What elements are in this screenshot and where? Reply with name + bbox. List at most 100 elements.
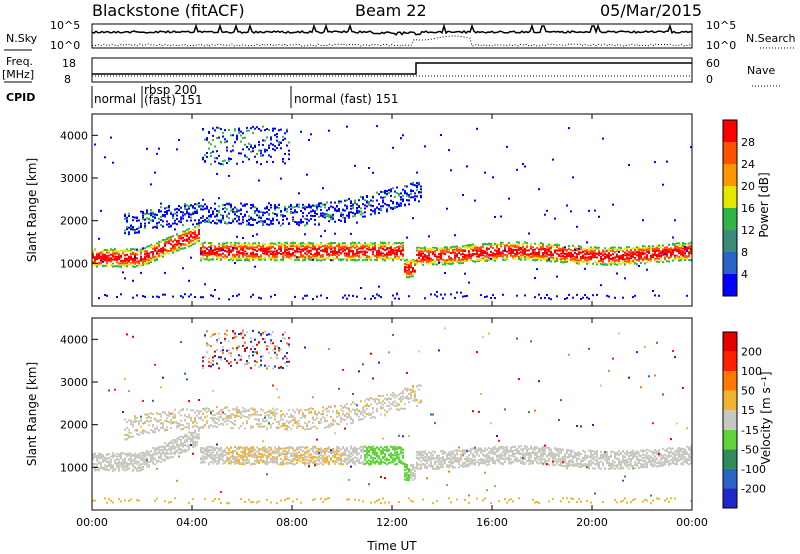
echo-cell: [216, 137, 218, 139]
echo-cell: [334, 232, 336, 235]
echo-cell: [268, 154, 270, 157]
echo-cell: [680, 249, 682, 252]
echo-cell: [172, 447, 174, 450]
echo-cell: [106, 294, 108, 297]
echo-cell: [428, 258, 430, 261]
echo-cell: [526, 257, 528, 260]
echo-cell: [572, 259, 574, 262]
echo-cell: [216, 213, 218, 216]
echo-cell: [220, 128, 222, 131]
echo-cell: [330, 251, 332, 253]
echo-cell: [188, 437, 190, 440]
echo-cell: [134, 429, 136, 432]
echo-cell: [326, 257, 328, 260]
echo-cell: [188, 431, 190, 434]
freq-left-tick-bottom: 8: [64, 73, 71, 86]
echo-cell: [324, 258, 326, 261]
echo-cell: [280, 147, 282, 150]
echo-cell: [224, 221, 226, 224]
echo-cell: [126, 463, 128, 466]
echo-cell: [296, 250, 298, 253]
echo-cell: [246, 129, 248, 132]
echo-cell: [288, 153, 290, 156]
echo-cell: [338, 249, 340, 252]
echo-cell: [104, 156, 106, 159]
echo-cell: [130, 228, 132, 231]
echo-cell: [586, 296, 588, 299]
echo-cell: [568, 251, 570, 254]
echo-cell: [270, 138, 272, 141]
echo-cell: [164, 243, 166, 246]
echo-cell: [370, 199, 372, 202]
echo-cell: [416, 246, 418, 249]
echo-cell: [336, 256, 338, 259]
echo-cell: [632, 247, 634, 250]
echo-cell: [670, 255, 672, 258]
echo-cell: [100, 453, 102, 456]
echo-cell: [250, 224, 252, 226]
echo-cell: [128, 212, 130, 215]
echo-cell: [282, 139, 284, 141]
echo-cell: [138, 467, 140, 469]
echo-cell: [558, 253, 560, 256]
echo-cell: [404, 259, 406, 262]
echo-cell: [280, 177, 282, 180]
echo-cell: [224, 141, 226, 144]
echo-cell: [290, 247, 292, 250]
echo-cell: [382, 257, 384, 260]
echo-cell: [130, 435, 132, 438]
echo-cell: [152, 215, 154, 218]
echo-cell: [364, 215, 366, 218]
echo-cell: [258, 248, 260, 251]
echo-cell: [604, 250, 606, 253]
echo-cell: [112, 254, 114, 257]
echo-cell: [494, 257, 496, 259]
echo-cell: [226, 241, 228, 244]
echo-cell: [320, 249, 322, 252]
echo-cell: [660, 255, 662, 258]
echo-cell: [170, 446, 172, 449]
echo-cell: [418, 183, 420, 186]
echo-cell: [192, 434, 194, 437]
echo-cell: [440, 256, 442, 259]
echo-cell: [348, 248, 350, 251]
echo-cell: [498, 255, 500, 257]
echo-cell: [426, 250, 428, 253]
echo-cell: [352, 258, 354, 261]
echo-cell: [178, 424, 180, 427]
echo-cell: [674, 245, 676, 248]
echo-cell: [304, 233, 306, 236]
echo-cell: [250, 295, 252, 298]
echo-cell: [656, 257, 658, 260]
echo-cell: [328, 213, 330, 216]
echo-cell: [398, 249, 400, 252]
echo-cell: [448, 258, 450, 260]
echo-cell: [362, 244, 364, 247]
echo-cell: [452, 249, 454, 251]
echo-cell: [330, 214, 332, 217]
echo-cell: [256, 255, 258, 257]
echo-cell: [368, 248, 370, 251]
echo-cell: [222, 216, 224, 219]
echo-cell: [140, 469, 142, 472]
echo-cell: [490, 245, 492, 248]
echo-cell: [176, 426, 178, 429]
echo-cell: [258, 256, 260, 258]
echo-cell: [554, 258, 556, 261]
echo-cell: [292, 244, 294, 247]
echo-cell: [290, 255, 292, 258]
echo-cell: [380, 196, 382, 199]
echo-cell: [262, 154, 264, 157]
echo-cell: [132, 454, 134, 457]
echo-cell: [104, 264, 106, 267]
echo-cell: [306, 294, 308, 297]
echo-cell: [310, 214, 312, 217]
echo-cell: [494, 249, 496, 252]
echo-cell: [300, 219, 302, 221]
echo-cell: [174, 247, 176, 250]
echo-cell: [328, 245, 330, 248]
echo-cell: [442, 258, 444, 261]
echo-cell: [182, 243, 184, 246]
echo-cell: [570, 256, 572, 258]
echo-cell: [114, 253, 116, 256]
